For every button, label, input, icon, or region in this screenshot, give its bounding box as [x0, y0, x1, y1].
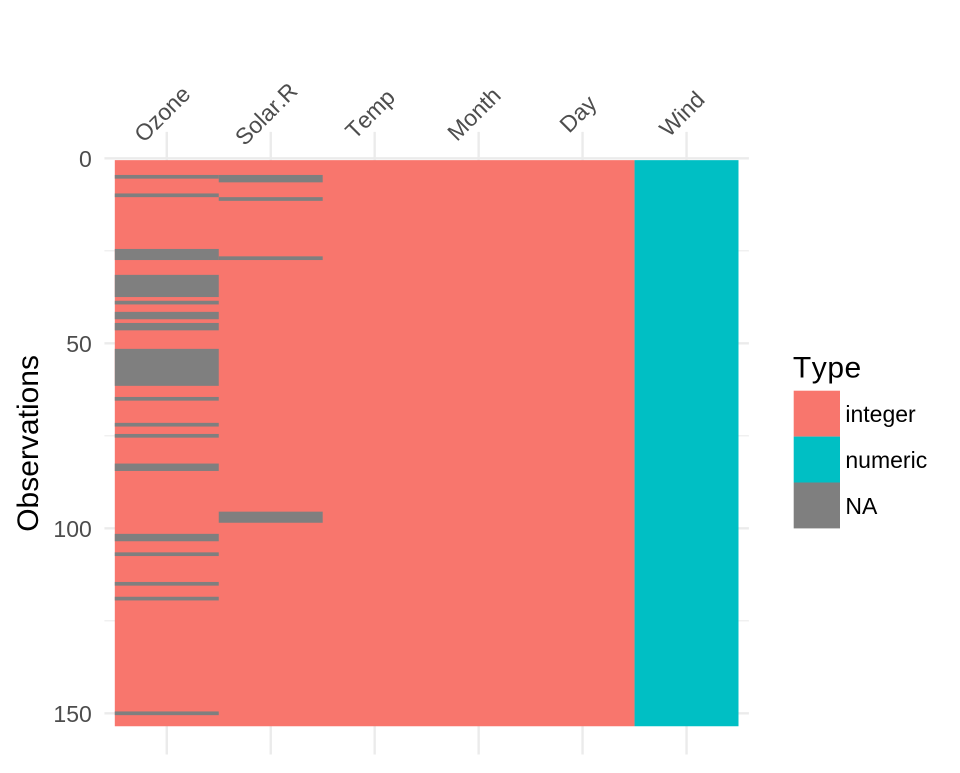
svg-text:Observations: Observations — [12, 355, 45, 532]
svg-text:0: 0 — [79, 146, 92, 172]
svg-text:NA: NA — [845, 493, 878, 519]
svg-text:50: 50 — [66, 331, 92, 357]
svg-text:150: 150 — [53, 701, 91, 727]
svg-text:numeric: numeric — [845, 447, 927, 473]
svg-text:integer: integer — [845, 401, 916, 427]
svg-text:Type: Type — [793, 352, 862, 385]
svg-text:100: 100 — [53, 516, 91, 542]
